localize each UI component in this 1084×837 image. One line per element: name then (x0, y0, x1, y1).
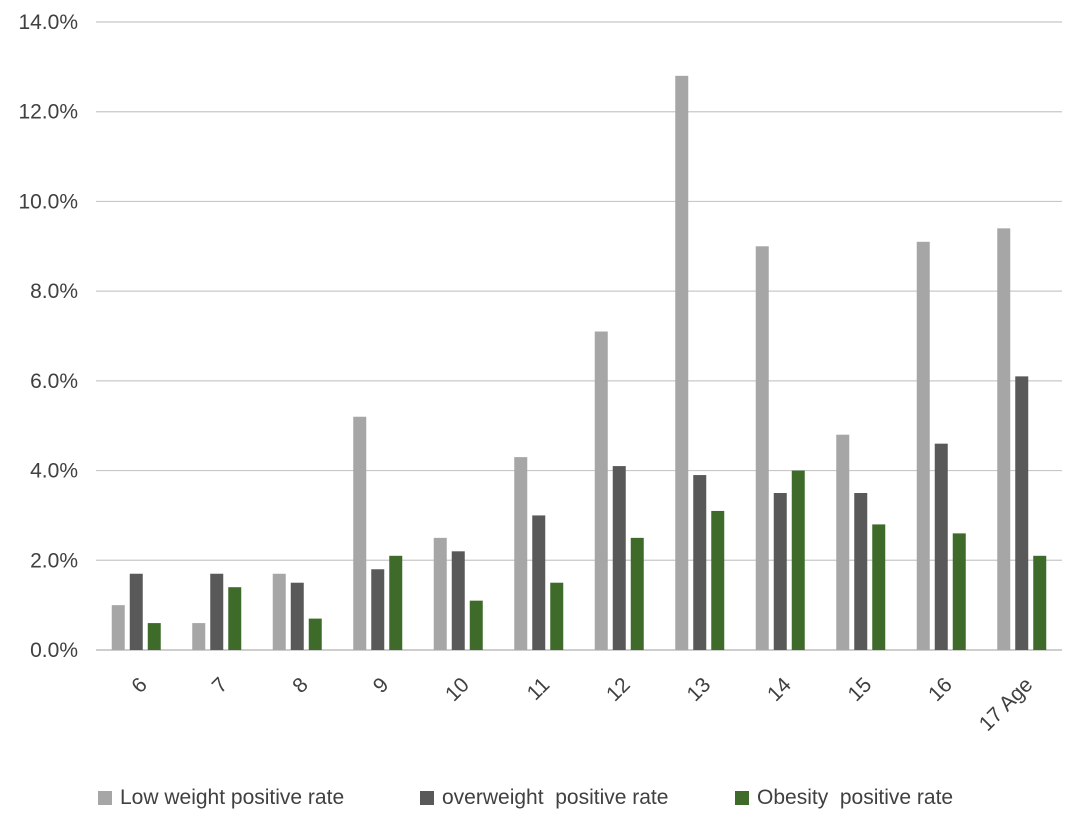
legend-swatch-obesity (735, 791, 749, 805)
y-tick-label: 4.0% (30, 460, 78, 483)
legend-label-overweight: overweight positive rate (442, 786, 668, 809)
bar-low-weight-age-10 (433, 537, 447, 650)
bar-obesity-age-9 (389, 555, 403, 650)
x-axis-ticks: 6 7 8 9 10 11 12 13 14 15 16 17 Age (127, 673, 1037, 736)
bar-overweight-age-17 (1015, 376, 1029, 650)
bar-overweight-age-14 (773, 493, 787, 650)
bar-obesity-age-7 (228, 587, 242, 650)
bar-low-weight-age-15 (836, 434, 850, 650)
x-tick-label: 8 (288, 673, 313, 698)
y-tick-label: 0.0% (30, 639, 78, 662)
bar-low-weight-age-7 (192, 623, 206, 650)
bar-low-weight-age-6 (111, 605, 125, 650)
y-tick-label: 12.0% (18, 101, 78, 124)
bar-obesity-age-16 (952, 533, 966, 650)
x-tick-label: 13 (683, 673, 716, 706)
grid-layer (96, 21, 1062, 651)
x-tick-label: 11 (523, 673, 555, 705)
bar-low-weight-age-17 (997, 228, 1011, 651)
bar-overweight-age-10 (451, 551, 465, 650)
y-tick-label: 14.0% (18, 11, 78, 34)
x-tick-label: 16 (924, 673, 957, 706)
x-tick-label: 6 (127, 673, 152, 698)
bar-obesity-age-12 (630, 537, 644, 650)
legend-label-obesity: Obesity positive rate (757, 786, 953, 809)
legend-label-low-weight: Low weight positive rate (120, 786, 344, 809)
bar-obesity-age-13 (711, 510, 725, 650)
bar-overweight-age-11 (532, 515, 546, 650)
legend-swatch-low-weight (98, 791, 112, 805)
bar-obesity-age-17 (1033, 555, 1047, 650)
x-tick-label: 9 (369, 673, 394, 698)
bar-low-weight-age-11 (514, 457, 528, 650)
y-tick-label: 10.0% (18, 190, 78, 213)
bar-overweight-age-6 (129, 573, 143, 650)
bar-low-weight-age-8 (272, 573, 286, 650)
bar-overweight-age-9 (371, 569, 385, 650)
bar-obesity-age-8 (308, 618, 322, 650)
legend-swatch-overweight (420, 791, 434, 805)
bar-overweight-age-15 (854, 493, 868, 650)
bar-overweight-age-16 (934, 443, 948, 650)
y-axis-ticks: 0.0% 2.0% 4.0% 6.0% 8.0% 10.0% 12.0% 14.0% (18, 11, 78, 662)
bar-low-weight-age-9 (353, 416, 367, 650)
y-tick-label: 8.0% (30, 280, 78, 303)
bar-overweight-age-12 (612, 466, 626, 650)
bar-obesity-age-14 (791, 470, 805, 650)
x-tick-label: 14 (763, 673, 796, 706)
bars-layer (111, 75, 1047, 651)
bar-obesity-age-10 (469, 600, 483, 650)
bar-low-weight-age-16 (916, 241, 930, 651)
y-tick-label: 6.0% (30, 370, 78, 393)
x-tick-label: 15 (844, 673, 877, 706)
y-tick-label: 2.0% (30, 549, 78, 572)
bar-obesity-age-6 (147, 623, 161, 650)
x-tick-label: 17 Age (975, 673, 1038, 736)
bar-low-weight-age-14 (755, 246, 769, 651)
bar-overweight-age-7 (210, 573, 224, 650)
x-tick-label: 7 (208, 673, 233, 698)
bar-low-weight-age-12 (594, 331, 608, 650)
x-tick-label: 10 (441, 673, 474, 706)
legend: Low weight positive rate overweight posit… (98, 786, 953, 809)
bar-low-weight-age-13 (675, 75, 689, 651)
x-tick-label: 12 (602, 673, 635, 706)
bar-overweight-age-13 (693, 475, 707, 650)
bar-obesity-age-15 (872, 524, 886, 650)
bar-obesity-age-11 (550, 582, 564, 650)
bar-overweight-age-8 (290, 582, 304, 650)
